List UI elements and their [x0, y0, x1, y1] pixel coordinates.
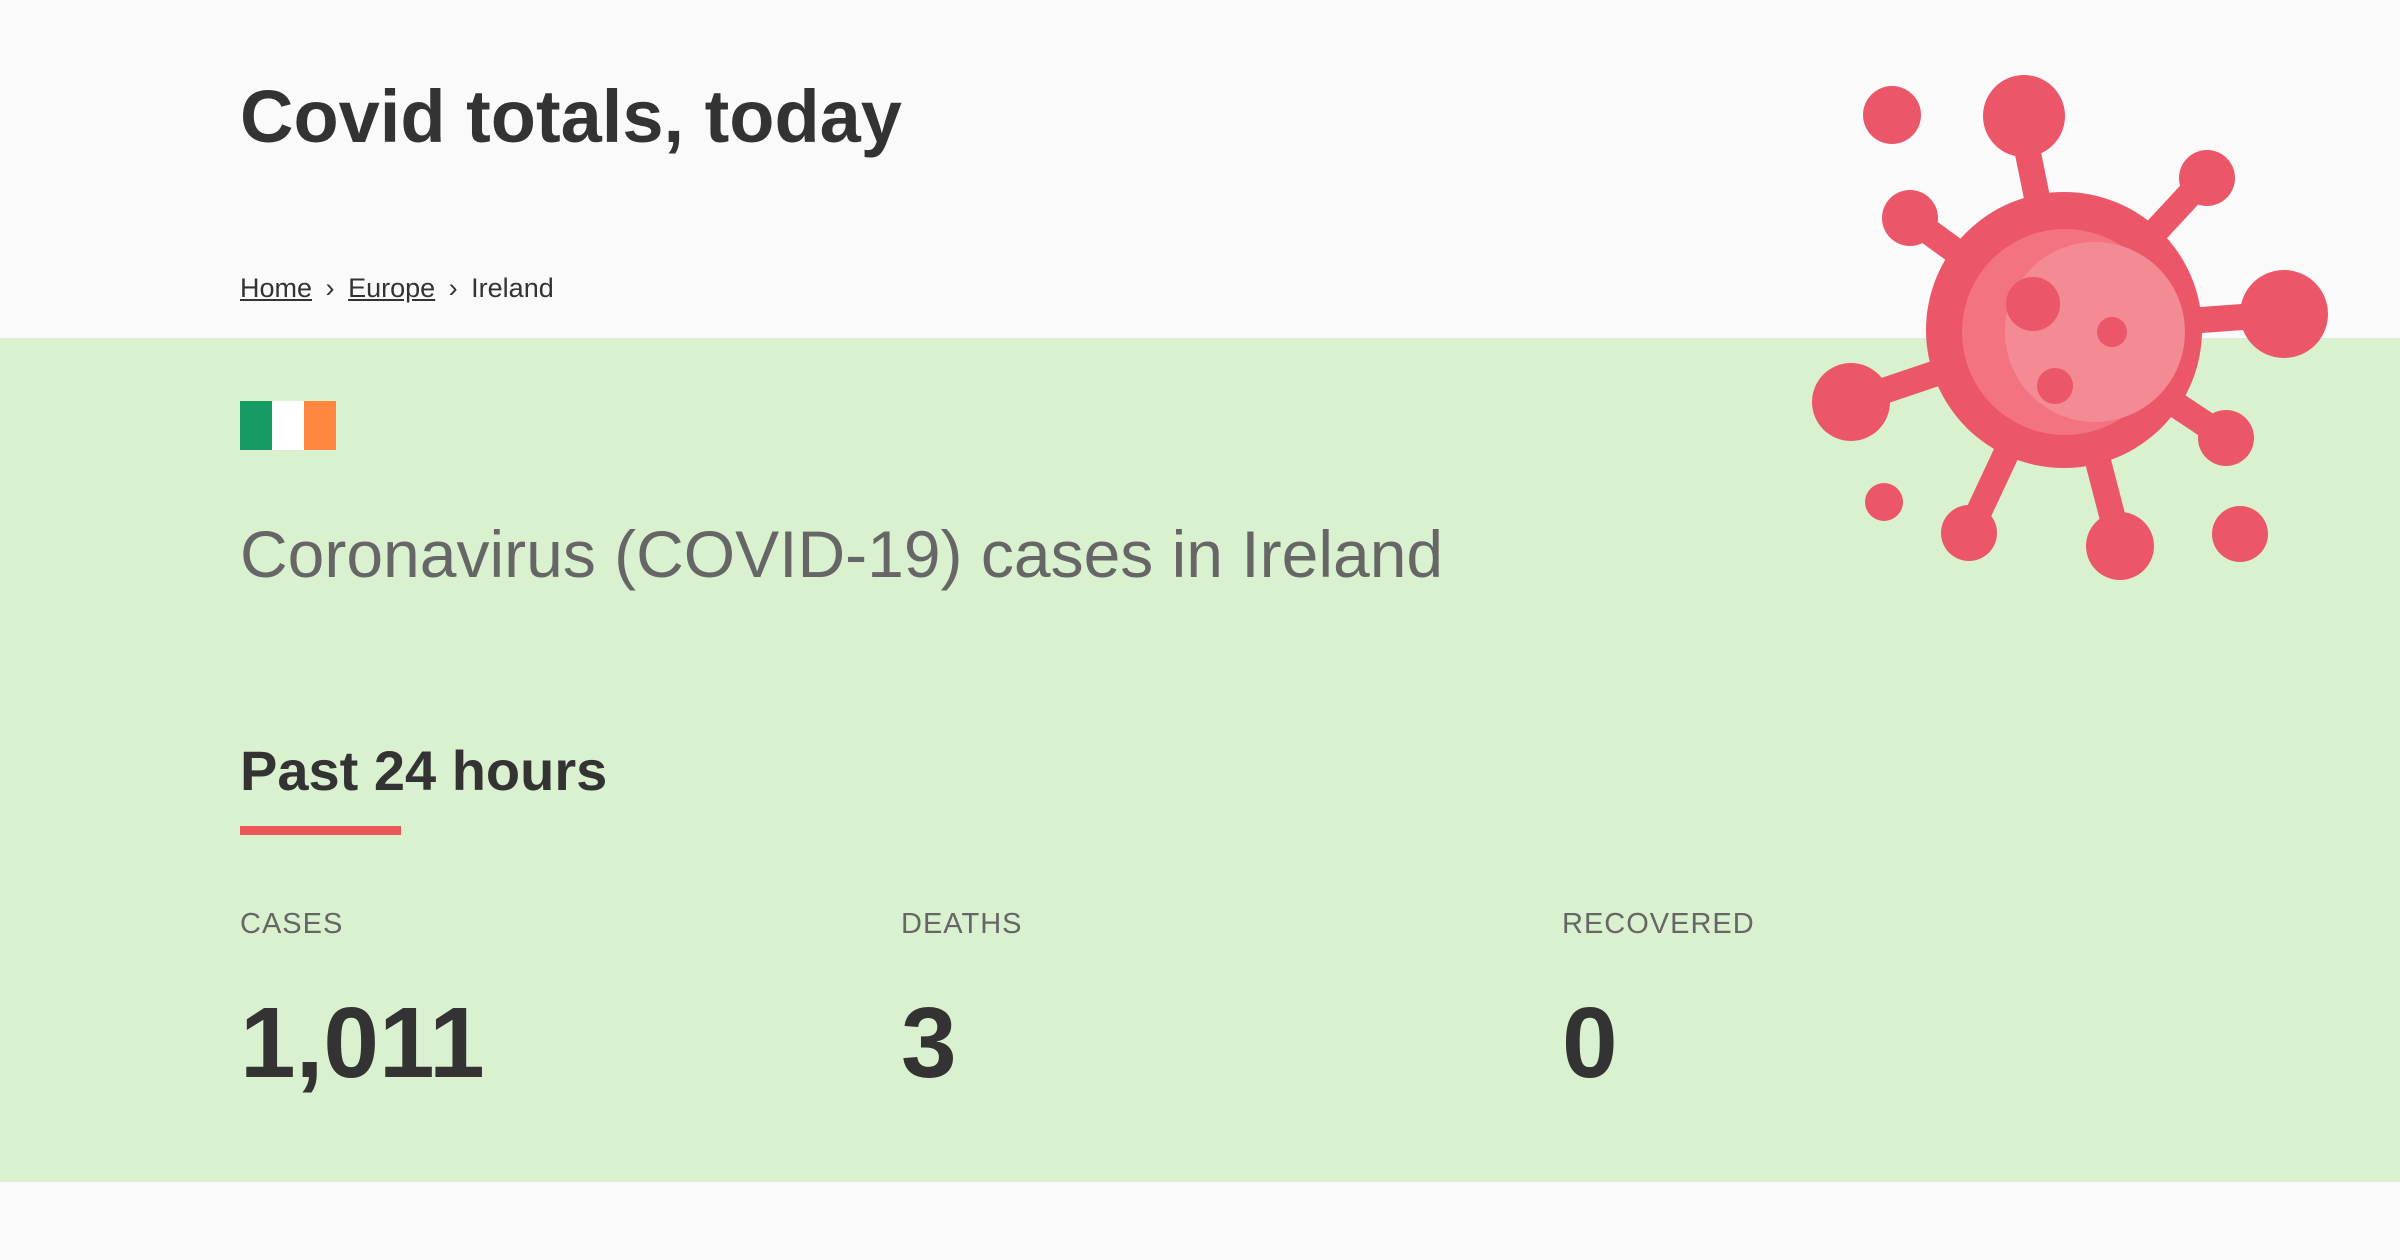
stat-cases-label: CASES — [240, 908, 344, 940]
virus-icon — [1812, 75, 2328, 580]
period-title-underline — [240, 826, 401, 835]
breadcrumb-home-link[interactable]: Home — [240, 273, 313, 303]
breadcrumb: Home › Europe › Ireland — [240, 268, 554, 308]
flag-stripe-orange — [304, 401, 336, 450]
stat-deaths-value: 3 — [901, 987, 957, 1099]
stat-recovered: RECOVERED 0 — [1562, 904, 2162, 1098]
flag-stripe-white — [272, 401, 304, 450]
stat-recovered-label: RECOVERED — [1562, 908, 1755, 940]
page-title: Covid totals, today — [240, 75, 902, 158]
breadcrumb-current: Ireland — [471, 273, 554, 303]
stat-recovered-value: 0 — [1562, 987, 1618, 1099]
breadcrumb-separator: › — [325, 273, 335, 303]
breadcrumb-separator: › — [448, 273, 458, 303]
page-header: Covid totals, today Home › Europe › Irel… — [0, 0, 2400, 338]
country-heading: Coronavirus (COVID-19) cases in Ireland — [240, 517, 1444, 591]
ireland-flag-icon — [240, 401, 336, 450]
stat-deaths-label: DEATHS — [901, 908, 1023, 940]
stat-deaths: DEATHS 3 — [901, 904, 1501, 1098]
breadcrumb-europe-link[interactable]: Europe — [348, 273, 436, 303]
period-title: Past 24 hours — [240, 739, 608, 802]
page-footer — [0, 1182, 2400, 1260]
flag-stripe-green — [240, 401, 272, 450]
stat-cases-value: 1,011 — [240, 987, 485, 1099]
stat-cases: CASES 1,011 — [240, 904, 840, 1098]
